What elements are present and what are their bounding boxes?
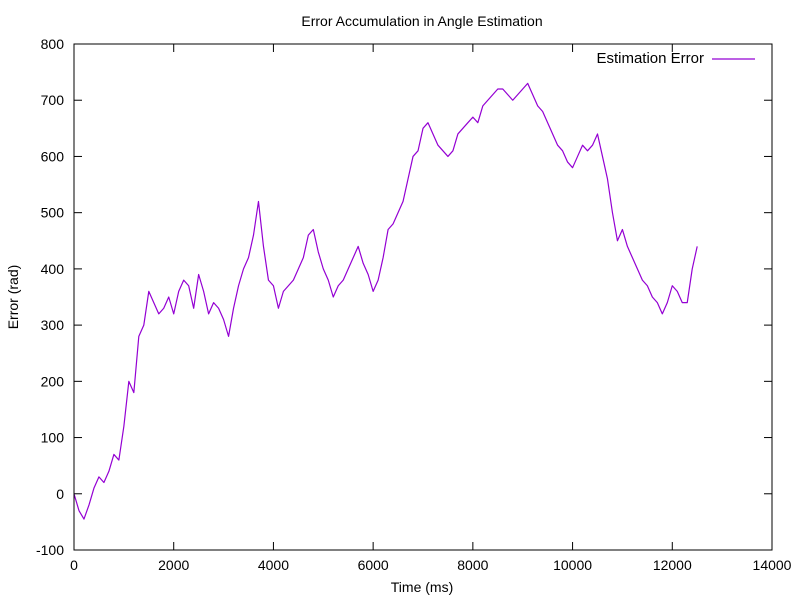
chart-title: Error Accumulation in Angle Estimation [301, 13, 542, 29]
y-tick-label-9: 800 [41, 36, 65, 52]
tick-layer [73, 43, 773, 551]
x-tick-label-7: 14000 [753, 557, 792, 573]
y-tick-label-6: 500 [41, 205, 65, 221]
x-tick-label-1: 2000 [158, 557, 189, 573]
legend-label: Estimation Error [596, 50, 704, 67]
legend: Estimation Error [596, 50, 755, 67]
series-line-0 [73, 82, 698, 520]
plot-frame [73, 43, 773, 551]
y-axis-title: Error (rad) [5, 265, 21, 330]
y-tick-label-8: 700 [41, 92, 65, 108]
y-tick-label-7: 600 [41, 148, 65, 164]
x-tick-label-4: 8000 [457, 557, 488, 573]
x-tick-label-3: 6000 [358, 557, 389, 573]
x-tick-label-2: 4000 [258, 557, 289, 573]
y-tick-label-4: 300 [41, 317, 65, 333]
x-axis-title: Time (ms) [391, 579, 453, 595]
y-tick-label-3: 200 [41, 373, 65, 389]
x-tick-label-6: 12000 [653, 557, 692, 573]
series-layer [73, 82, 698, 520]
y-tick-label-0: -100 [36, 542, 64, 558]
x-tick-label-5: 10000 [553, 557, 592, 573]
y-tick-label-2: 100 [41, 430, 65, 446]
x-tick-label-0: 0 [70, 557, 78, 573]
tick-label-layer: 0 2000 4000 6000 8000 10000 12000 14000 -100 0 100… [36, 36, 792, 573]
y-tick-label-5: 400 [41, 261, 65, 277]
y-tick-label-1: 0 [56, 486, 64, 502]
